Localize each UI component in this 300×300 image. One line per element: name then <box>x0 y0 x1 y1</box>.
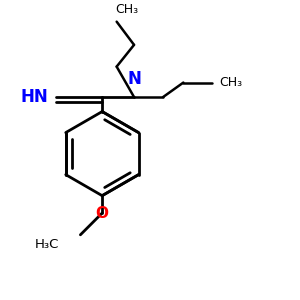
Text: H₃C: H₃C <box>34 238 59 251</box>
Text: CH₃: CH₃ <box>220 76 243 89</box>
Text: HN: HN <box>21 88 49 106</box>
Text: O: O <box>96 206 109 220</box>
Text: CH₃: CH₃ <box>115 3 138 16</box>
Text: N: N <box>127 70 141 88</box>
